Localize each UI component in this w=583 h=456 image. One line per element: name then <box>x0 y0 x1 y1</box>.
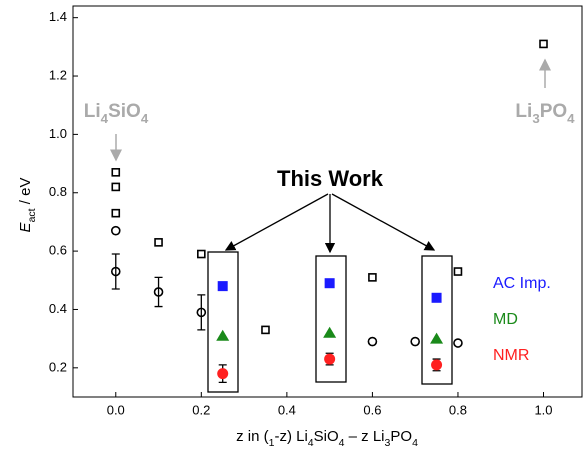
x-tick-label: 0.2 <box>192 402 210 417</box>
point <box>367 336 378 347</box>
y-tick-label: 1.0 <box>49 126 67 141</box>
point <box>431 359 443 371</box>
y-tick-label: 0.8 <box>49 184 67 199</box>
legend-label: AC Imp. <box>493 275 551 292</box>
point <box>197 249 206 259</box>
point <box>323 326 337 338</box>
error-bar <box>154 276 163 308</box>
point <box>453 338 463 348</box>
point <box>430 332 444 344</box>
x-tick-label: 0.0 <box>107 402 125 417</box>
point <box>111 208 121 218</box>
box <box>315 255 347 383</box>
point <box>154 238 163 247</box>
legend-label: NMR <box>493 347 529 364</box>
annotation: This Work <box>277 166 384 191</box>
y-tick-label: 0.2 <box>49 359 67 374</box>
y-tick-label: 0.4 <box>49 301 67 316</box>
point <box>111 182 121 192</box>
y-tick-label: 1.2 <box>49 67 67 82</box>
point <box>216 329 230 341</box>
x-tick-label: 0.8 <box>449 402 467 417</box>
point <box>217 281 228 292</box>
x-axis-label: z in (1-z) Li4SiO4 – z Li3PO4 <box>236 428 418 449</box>
arrows <box>224 193 436 254</box>
point <box>539 39 548 49</box>
x-tick-label: 1.0 <box>534 402 552 417</box>
annotation: Li3PO4 <box>515 101 575 126</box>
point <box>410 336 420 347</box>
arrow <box>331 193 436 251</box>
x-tick-label: 0.6 <box>363 402 381 417</box>
box <box>207 251 239 393</box>
point <box>324 353 336 365</box>
error-bar <box>111 253 120 290</box>
point <box>110 266 121 277</box>
error-bar <box>197 294 206 331</box>
highlight-boxes <box>207 251 453 393</box>
point <box>261 325 270 335</box>
point <box>217 368 229 380</box>
plot-frame <box>72 5 583 398</box>
x-tick-label: 0.4 <box>278 402 296 417</box>
point <box>153 287 164 297</box>
y-axis-label: Eact / eV <box>17 178 38 233</box>
box <box>421 255 453 385</box>
point <box>431 292 442 303</box>
point <box>368 273 377 282</box>
annotation: Li4SiO4 <box>84 101 149 126</box>
point <box>453 267 463 276</box>
point <box>324 278 335 289</box>
y-tick-label: 0.6 <box>49 243 67 258</box>
gray-arrows <box>110 58 551 162</box>
point <box>196 307 207 318</box>
point <box>111 168 121 177</box>
arrow <box>224 193 329 251</box>
legend-label: MD <box>493 311 518 328</box>
point <box>110 225 121 236</box>
y-tick-label: 1.4 <box>49 9 67 24</box>
